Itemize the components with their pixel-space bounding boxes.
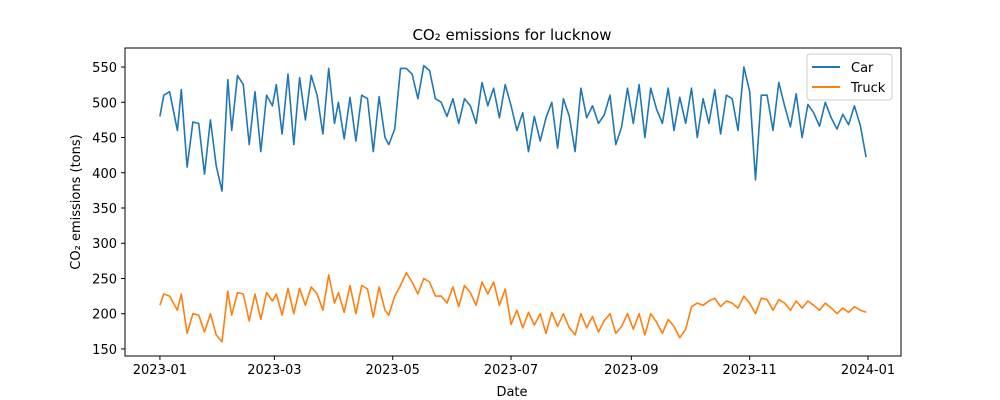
y-tick-label: 300 — [92, 237, 117, 252]
legend-box — [806, 53, 893, 101]
x-tick-label: 2023-03 — [247, 363, 301, 378]
y-tick-label: 350 — [92, 202, 117, 217]
x-tick-label: 2023-07 — [484, 363, 538, 378]
y-tick-label: 450 — [92, 132, 117, 147]
series-line-car — [159, 64, 867, 192]
chart-title: CO₂ emissions for lucknow — [412, 26, 611, 44]
y-tick-label: 150 — [92, 343, 117, 358]
legend-label-car: Car — [851, 61, 874, 76]
x-tick-label: 2023-11 — [723, 363, 777, 378]
x-tick-label: 2023-09 — [604, 363, 658, 378]
series-layer — [159, 64, 867, 343]
x-axis: 2023-01 2023-03 2023-05 2023-07 2023-09 2023-… — [133, 356, 895, 378]
x-tick-label: 2023-01 — [133, 363, 187, 378]
x-axis-label: Date — [496, 385, 527, 400]
x-tick-label: 2023-05 — [366, 363, 420, 378]
plot-area-frame — [124, 47, 902, 357]
x-tick-label: 2024-01 — [841, 363, 895, 378]
y-tick-label: 500 — [92, 96, 117, 111]
legend-label-truck: Truck — [850, 81, 886, 96]
legend: Car Truck — [806, 53, 893, 101]
y-tick-label: 400 — [92, 167, 117, 182]
y-axis: 150 200 250 300 350 400 450 500 550 — [92, 61, 125, 358]
y-tick-label: 200 — [92, 308, 117, 323]
y-tick-label: 550 — [92, 61, 117, 76]
series-line-truck — [159, 272, 867, 343]
y-tick-label: 250 — [92, 272, 117, 287]
y-axis-label: CO₂ emissions (tons) — [69, 134, 84, 269]
